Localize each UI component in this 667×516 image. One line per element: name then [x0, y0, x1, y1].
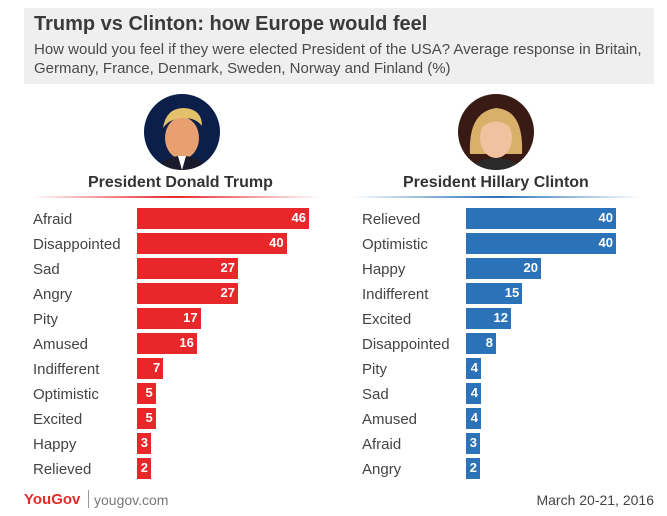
trump-category-label: Optimistic	[33, 386, 99, 403]
trump-category-label: Relieved	[33, 461, 92, 478]
trump-bar-value: 27	[220, 285, 235, 300]
trump-panel-title: President Donald Trump	[88, 174, 273, 191]
trump-underline	[30, 196, 320, 198]
clinton-bar: 15	[466, 283, 523, 304]
trump-category-label: Indifferent	[33, 361, 100, 378]
trump-bar: 7	[137, 358, 164, 379]
clinton-bar-value: 3	[469, 435, 477, 450]
clinton-bar: 2	[466, 458, 480, 479]
trump-bar: 46	[137, 208, 309, 229]
clinton-bar: 4	[466, 383, 481, 404]
trump-bar-value: 5	[145, 410, 153, 425]
clinton-bar-value: 4	[470, 410, 478, 425]
clinton-category-label: Indifferent	[362, 286, 429, 303]
clinton-bar: 8	[466, 333, 496, 354]
trump-category-label: Pity	[33, 311, 59, 328]
clinton-bar-value: 15	[504, 285, 520, 300]
clinton-bar-value: 20	[523, 260, 538, 275]
chart-title: Trump vs Clinton: how Europe would feel	[34, 13, 428, 35]
clinton-category-label: Amused	[362, 411, 418, 428]
trump-bar: 2	[137, 458, 151, 479]
trump-bar-value: 27	[220, 260, 235, 275]
trump-photo	[144, 94, 220, 170]
trump-bar-value: 17	[183, 310, 198, 325]
trump-bar-value: 46	[291, 210, 306, 225]
trump-bar-value: 16	[179, 335, 194, 350]
trump-bar-value: 2	[140, 460, 148, 475]
footer-divider	[88, 490, 89, 508]
clinton-category-label: Excited	[362, 311, 412, 328]
clinton-bar: 40	[466, 233, 616, 254]
trump-bar-value: 7	[152, 360, 161, 375]
clinton-bar-value: 8	[485, 335, 493, 350]
trump-bar: 27	[137, 258, 238, 279]
clinton-bar: 4	[466, 358, 481, 379]
clinton-category-label: Happy	[362, 261, 406, 278]
clinton-bar-value: 12	[493, 310, 508, 325]
trump-category-label: Happy	[33, 436, 77, 453]
trump-bar-value: 5	[145, 385, 153, 400]
trump-category-label: Afraid	[33, 211, 73, 228]
clinton-bar: 3	[466, 433, 480, 454]
clinton-bar-value: 4	[470, 360, 478, 375]
clinton-bar: 12	[466, 308, 511, 329]
clinton-bar-value: 40	[598, 235, 613, 250]
clinton-bar-value: 4	[470, 385, 478, 400]
trump-category-label: Excited	[33, 411, 83, 428]
clinton-category-label: Optimistic	[362, 236, 428, 253]
clinton-bar: 40	[466, 208, 616, 229]
clinton-category-label: Afraid	[362, 436, 402, 453]
chart-subtitle: How would you feel if they were elected …	[34, 41, 642, 77]
trump-category-label: Disappointed	[33, 236, 121, 253]
trump-bar: 3	[137, 433, 151, 454]
trump-bar: 5	[137, 408, 156, 429]
clinton-category-label: Relieved	[362, 211, 421, 228]
trump-bar: 16	[137, 333, 197, 354]
trump-category-label: Angry	[33, 286, 73, 303]
clinton-category-label: Sad	[362, 386, 389, 403]
clinton-photo	[458, 94, 534, 170]
yougov-logo: YouGov	[24, 491, 81, 508]
clinton-underline	[352, 196, 642, 198]
clinton-category-label: Disappointed	[362, 336, 450, 353]
clinton-bar-value: 40	[598, 210, 613, 225]
clinton-panel-title: President Hillary Clinton	[403, 174, 589, 191]
clinton-category-label: Angry	[362, 461, 402, 478]
trump-bar: 17	[137, 308, 201, 329]
header-banner: Trump vs Clinton: how Europe would feel …	[24, 8, 654, 84]
footer-url[interactable]: yougov.com	[94, 492, 169, 508]
trump-bar-value: 40	[269, 235, 284, 250]
trump-bar-value: 3	[140, 435, 148, 450]
trump-bar: 5	[137, 383, 156, 404]
trump-category-label: Sad	[33, 261, 60, 278]
trump-category-label: Amused	[33, 336, 89, 353]
clinton-bar: 4	[466, 408, 481, 429]
footer-date: March 20-21, 2016	[536, 492, 654, 508]
trump-bar: 40	[137, 233, 287, 254]
clinton-bar: 20	[466, 258, 541, 279]
clinton-category-label: Pity	[362, 361, 388, 378]
trump-bar: 27	[137, 283, 238, 304]
clinton-bar-value: 2	[469, 460, 477, 475]
